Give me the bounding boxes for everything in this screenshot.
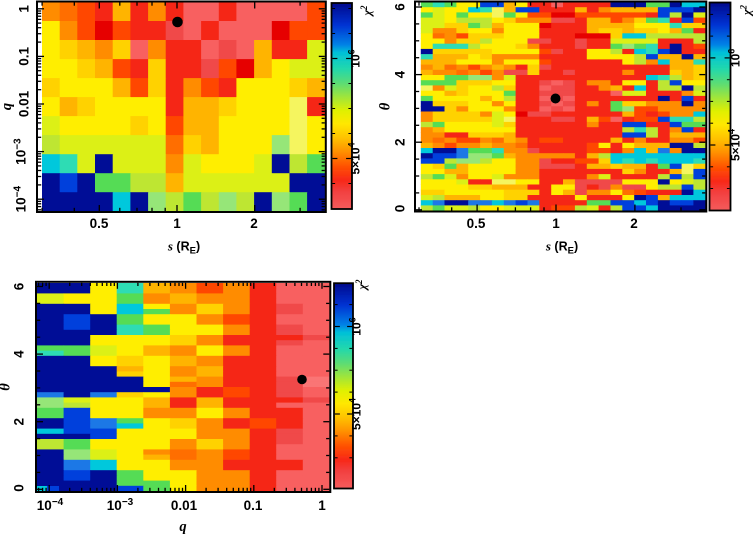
svg-text:5×104: 5×104 bbox=[347, 142, 363, 174]
svg-text:2: 2 bbox=[250, 216, 258, 231]
svg-text:1: 1 bbox=[318, 498, 326, 513]
svg-text:0.5: 0.5 bbox=[90, 216, 109, 231]
svg-text:2: 2 bbox=[630, 216, 638, 231]
svg-text:s (RE): s (RE) bbox=[167, 239, 200, 257]
svg-text:5×104: 5×104 bbox=[727, 129, 743, 161]
svg-text:1: 1 bbox=[17, 5, 32, 13]
svg-text:2: 2 bbox=[393, 138, 408, 146]
svg-text:0: 0 bbox=[12, 484, 27, 492]
svg-text:q: q bbox=[0, 103, 15, 110]
svg-text:1: 1 bbox=[552, 216, 560, 231]
svg-text:5×104: 5×104 bbox=[348, 398, 364, 430]
svg-text:6: 6 bbox=[12, 282, 27, 290]
svg-text:0.5: 0.5 bbox=[467, 216, 486, 231]
svg-text:θ: θ bbox=[0, 383, 14, 391]
svg-text:6: 6 bbox=[393, 3, 408, 11]
svg-text:0.1: 0.1 bbox=[244, 498, 263, 513]
svg-text:1: 1 bbox=[173, 216, 181, 231]
svg-text:0.01: 0.01 bbox=[17, 90, 32, 117]
svg-text:4: 4 bbox=[12, 350, 27, 358]
svg-text:0: 0 bbox=[393, 205, 408, 213]
svg-text:θ: θ bbox=[378, 102, 394, 110]
svg-text:q: q bbox=[179, 519, 186, 535]
svg-text:4: 4 bbox=[393, 70, 408, 78]
svg-text:2: 2 bbox=[12, 418, 27, 426]
svg-text:0.1: 0.1 bbox=[17, 47, 32, 66]
svg-text:0.01: 0.01 bbox=[171, 498, 198, 513]
